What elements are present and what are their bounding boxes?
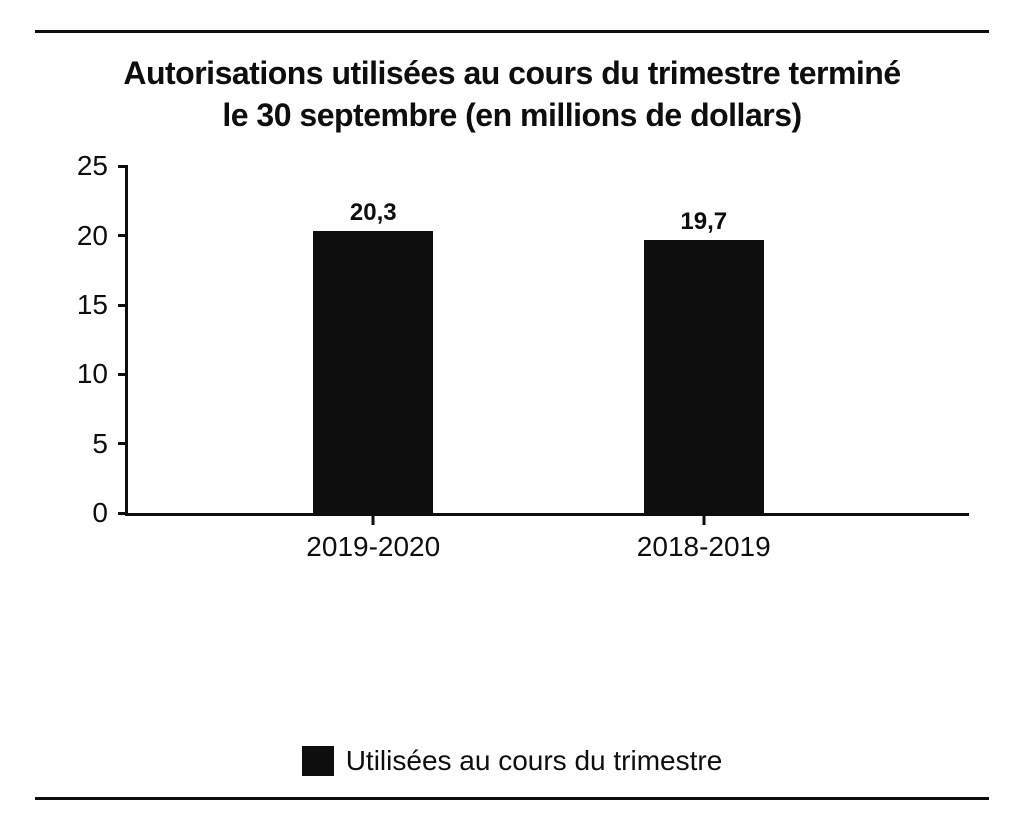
x-axis-extension — [949, 513, 969, 516]
chart-container: Autorisations utilisées au cours du trim… — [35, 30, 989, 800]
y-tick-mark-5 — [118, 442, 128, 445]
y-tick-label-15: 15 — [77, 289, 114, 321]
y-tick-label-10: 10 — [77, 358, 114, 390]
y-tick-5: 5 — [92, 428, 128, 460]
y-tick-label-25: 25 — [77, 150, 114, 182]
legend-label: Utilisées au cours du trimestre — [346, 745, 723, 777]
bar-1 — [644, 240, 764, 513]
plot-area: 20,3 2019-2020 19,7 2018-2019 0510152025 — [125, 166, 949, 516]
y-tick-25: 25 — [77, 150, 128, 182]
y-tick-mark-15 — [118, 304, 128, 307]
y-tick-15: 15 — [77, 289, 128, 321]
title-line-2: le 30 septembre (en millions de dollars) — [222, 97, 801, 133]
y-tick-20: 20 — [77, 220, 128, 252]
legend-swatch — [302, 746, 334, 776]
y-tick-mark-10 — [118, 373, 128, 376]
y-tick-label-20: 20 — [77, 220, 114, 252]
y-tick-mark-20 — [118, 234, 128, 237]
y-tick-mark-0 — [118, 512, 128, 515]
y-tick-mark-25 — [118, 165, 128, 168]
y-tick-0: 0 — [92, 497, 128, 529]
y-tick-10: 10 — [77, 358, 128, 390]
x-tick-mark-1 — [702, 513, 705, 525]
x-label-1: 2018-2019 — [637, 531, 771, 563]
title-line-1: Autorisations utilisées au cours du trim… — [123, 55, 900, 91]
chart-area: 20,3 2019-2020 19,7 2018-2019 0510152025 — [35, 166, 989, 715]
y-tick-label-5: 5 — [92, 428, 114, 460]
x-label-0: 2019-2020 — [306, 531, 440, 563]
bar-group-0: 20,3 2019-2020 — [313, 166, 433, 513]
bars-group: 20,3 2019-2020 19,7 2018-2019 — [128, 166, 949, 513]
bar-0 — [313, 231, 433, 513]
bar-group-1: 19,7 2018-2019 — [644, 166, 764, 513]
legend: Utilisées au cours du trimestre — [35, 745, 989, 777]
x-tick-mark-0 — [372, 513, 375, 525]
bar-value-0: 20,3 — [350, 199, 397, 227]
chart-title: Autorisations utilisées au cours du trim… — [35, 53, 989, 136]
y-tick-label-0: 0 — [92, 497, 114, 529]
bar-value-1: 19,7 — [680, 208, 727, 236]
